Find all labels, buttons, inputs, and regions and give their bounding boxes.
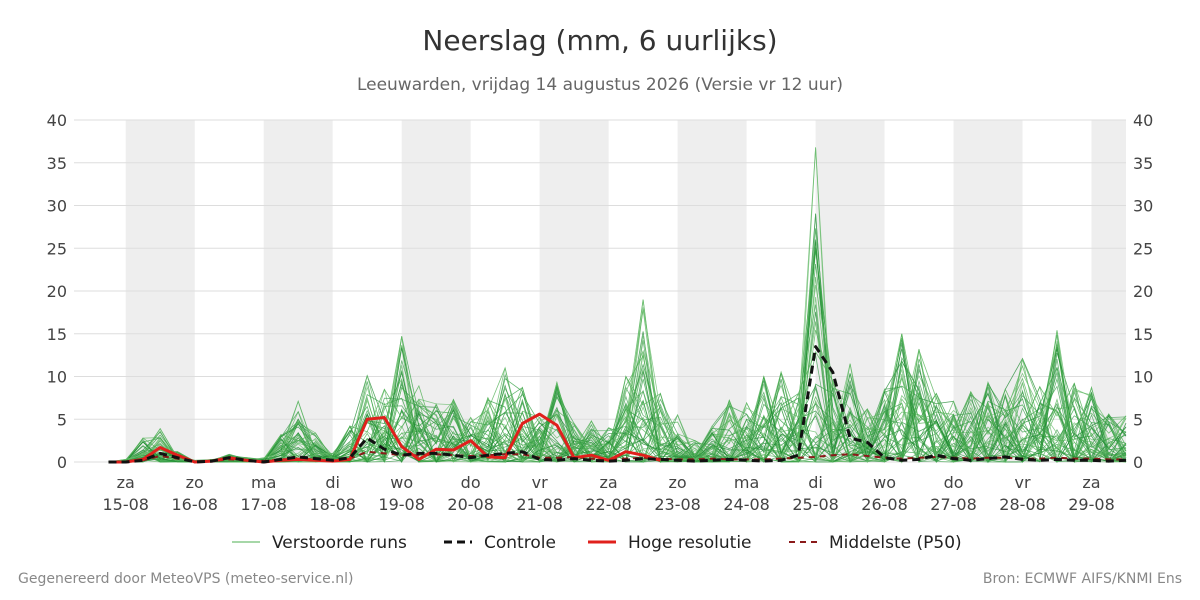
legend: Verstoorde runs Controle Hoge resolutie Mid… <box>232 533 962 553</box>
x-tick-weekday: za <box>117 473 135 492</box>
x-tick-weekday: zo <box>186 473 204 492</box>
y-tick-label: 25 <box>1133 239 1153 258</box>
main-series <box>108 345 1127 464</box>
x-tick-weekday: vr <box>1015 473 1031 492</box>
chart-title: Neerslag (mm, 6 uurlijks) <box>422 24 777 57</box>
y-tick-label: 15 <box>1133 325 1153 344</box>
ensemble-member-line <box>108 355 1127 463</box>
control-line <box>108 345 1127 464</box>
y-tick-label: 20 <box>1133 282 1153 301</box>
y-tick-label: 25 <box>47 239 67 258</box>
x-tick-date: 18-08 <box>309 495 356 514</box>
x-tick-date: 26-08 <box>861 495 908 514</box>
x-tick-weekday: zo <box>669 473 687 492</box>
x-tick-date: 21-08 <box>516 495 563 514</box>
x-tick-date: 16-08 <box>171 495 218 514</box>
y-tick-label: 5 <box>57 410 67 429</box>
ensemble-series <box>108 147 1127 464</box>
y-tick-label: 0 <box>57 453 67 472</box>
y-tick-label: 10 <box>47 368 67 387</box>
x-axis: za 15-08 zo 16-08 ma 17-08 di 18-08 wo 19-08 do 20-… <box>102 473 1114 514</box>
legend-label-median: Middelste (P50) <box>829 533 962 553</box>
chart-subtitle: Leeuwarden, vrijdag 14 augustus 2026 (Ve… <box>357 75 843 95</box>
x-tick-weekday: di <box>808 473 823 492</box>
y-tick-label: 0 <box>1133 453 1143 472</box>
x-tick-date: 23-08 <box>654 495 701 514</box>
y-tick-label: 30 <box>47 197 67 216</box>
y-tick-label: 35 <box>1133 154 1153 173</box>
ensemble-member-line <box>108 377 1127 463</box>
ensemble-member-line <box>108 380 1127 464</box>
legend-label-high_res: Hoge resolutie <box>628 533 752 553</box>
y-axis-right: 0 5 10 15 20 25 30 35 40 <box>1133 111 1153 472</box>
x-tick-date: 28-08 <box>999 495 1046 514</box>
x-tick-weekday: wo <box>873 473 896 492</box>
y-tick-label: 15 <box>47 325 67 344</box>
y-tick-label: 20 <box>47 282 67 301</box>
y-tick-label: 10 <box>1133 368 1153 387</box>
x-tick-date: 29-08 <box>1068 495 1115 514</box>
x-tick-weekday: ma <box>734 473 759 492</box>
x-tick-date: 15-08 <box>102 495 149 514</box>
x-tick-date: 27-08 <box>930 495 977 514</box>
x-tick-weekday: wo <box>390 473 413 492</box>
x-tick-weekday: za <box>600 473 618 492</box>
y-tick-label: 5 <box>1133 410 1143 429</box>
y-tick-label: 35 <box>47 154 67 173</box>
footer-generated-by: Gegenereerd door MeteoVPS (meteo-service… <box>18 571 354 587</box>
x-tick-weekday: do <box>461 473 481 492</box>
ensemble-member-line <box>108 329 1127 463</box>
y-axis-left: 0 5 10 15 20 25 30 35 40 <box>47 111 67 472</box>
x-tick-weekday: vr <box>532 473 548 492</box>
x-tick-date: 20-08 <box>447 495 494 514</box>
x-tick-weekday: di <box>325 473 340 492</box>
x-tick-date: 22-08 <box>585 495 632 514</box>
ensemble-member-line <box>108 147 1127 463</box>
x-tick-date: 24-08 <box>723 495 770 514</box>
footer-source: Bron: ECMWF AIFS/KNMI Ens <box>982 571 1182 587</box>
y-tick-label: 40 <box>1133 111 1153 130</box>
y-tick-label: 30 <box>1133 197 1153 216</box>
x-tick-date: 25-08 <box>792 495 839 514</box>
legend-label-ensemble: Verstoorde runs <box>272 533 407 553</box>
x-tick-weekday: za <box>1082 473 1100 492</box>
x-tick-weekday: do <box>944 473 964 492</box>
legend-label-control: Controle <box>484 533 556 553</box>
x-tick-date: 19-08 <box>378 495 425 514</box>
ensemble-member-line <box>108 333 1127 463</box>
x-tick-date: 17-08 <box>240 495 287 514</box>
ensemble-member-line <box>108 348 1127 463</box>
y-tick-label: 40 <box>47 111 67 130</box>
x-tick-weekday: ma <box>251 473 276 492</box>
